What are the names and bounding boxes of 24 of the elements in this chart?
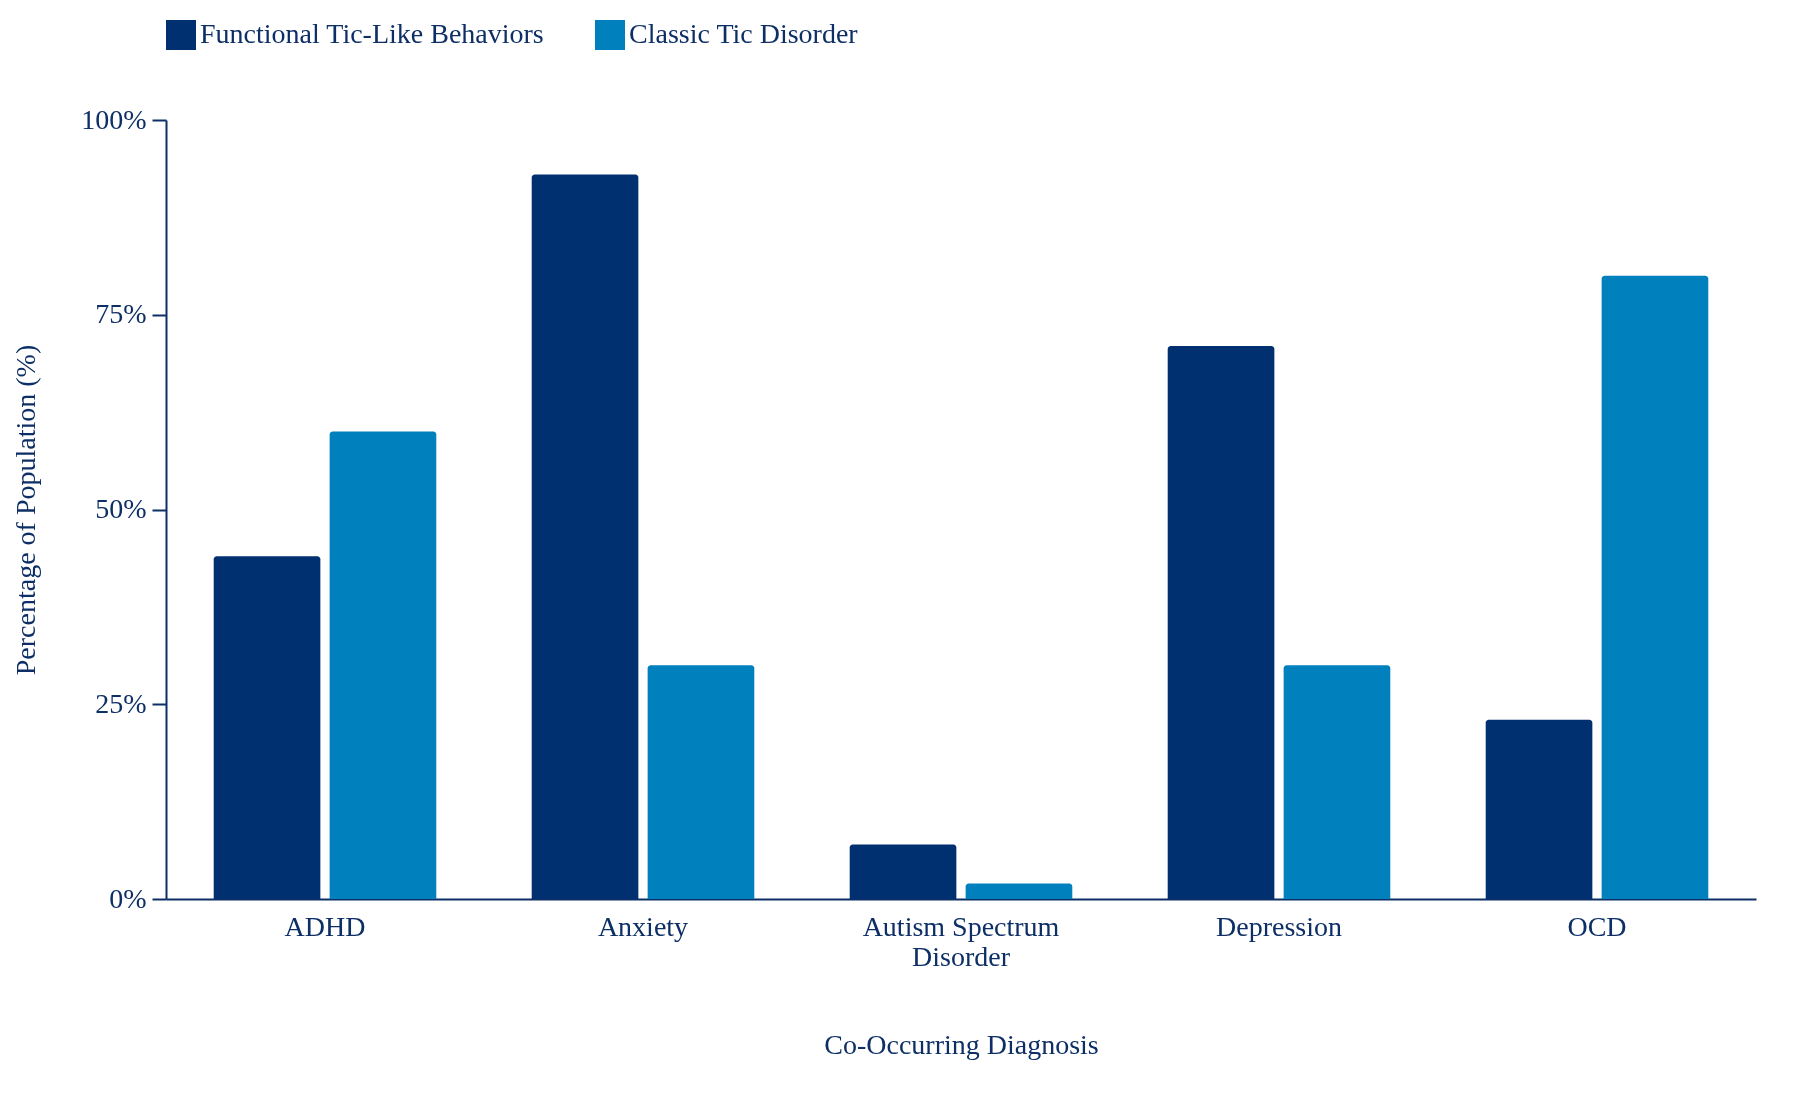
y-axis-title: Percentage of Population (%) xyxy=(10,344,42,676)
bar xyxy=(965,883,1073,899)
bar xyxy=(1601,275,1709,899)
legend-label: Functional Tic-Like Behaviors xyxy=(200,18,544,49)
bar xyxy=(329,431,437,899)
y-tick-label: 0% xyxy=(109,882,147,914)
bar xyxy=(647,665,755,899)
bar xyxy=(1485,719,1593,899)
bar xyxy=(1283,665,1391,899)
x-tick-label: Anxiety xyxy=(597,910,689,942)
bar xyxy=(849,844,957,899)
x-tick-label: Depression xyxy=(1216,910,1342,942)
y-tick-label: 50% xyxy=(95,493,147,524)
x-tick-label: ADHD xyxy=(284,910,366,942)
legend-label: Classic Tic Disorder xyxy=(629,18,859,49)
x-tick-label: Autism Spectrum Disorder xyxy=(862,910,1060,972)
x-tick-label: OCD xyxy=(1567,910,1627,942)
bar xyxy=(531,174,639,899)
bar xyxy=(1167,345,1275,899)
y-tick-label: 100% xyxy=(81,103,147,135)
y-tick-label: 25% xyxy=(95,687,147,719)
bar xyxy=(213,556,321,899)
x-axis-title: Co-Occurring Diagnosis xyxy=(824,1028,1099,1060)
y-tick-label: 75% xyxy=(95,298,147,330)
